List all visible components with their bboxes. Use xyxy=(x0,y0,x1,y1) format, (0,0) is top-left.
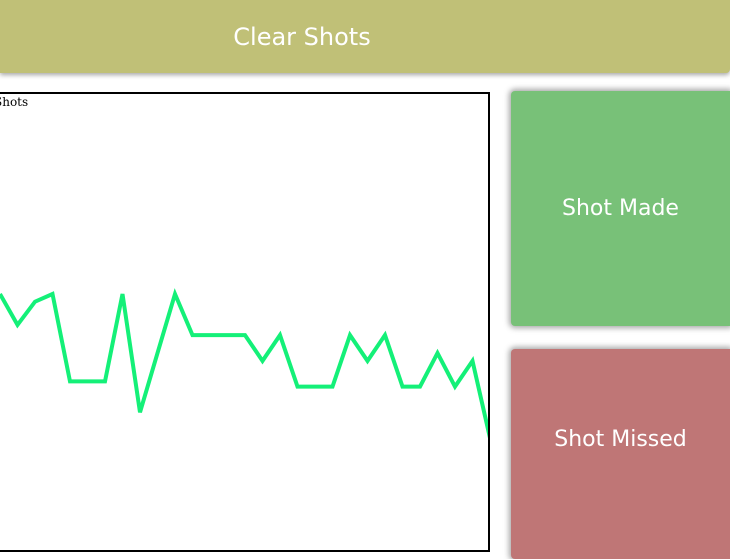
shots-line-chart xyxy=(0,288,488,439)
clear-shots-label: Clear Shots xyxy=(233,22,371,51)
shot-made-label: Shot Made xyxy=(562,196,679,221)
shot-missed-label: Shot Missed xyxy=(554,426,687,452)
series-line xyxy=(0,288,488,439)
shot-missed-button[interactable]: Shot Missed xyxy=(511,349,730,559)
chart-label: Shots xyxy=(0,95,29,109)
shots-chart: Shots xyxy=(0,92,490,552)
shot-made-button[interactable]: Shot Made xyxy=(511,91,730,326)
clear-shots-button[interactable]: Clear Shots xyxy=(0,0,730,73)
